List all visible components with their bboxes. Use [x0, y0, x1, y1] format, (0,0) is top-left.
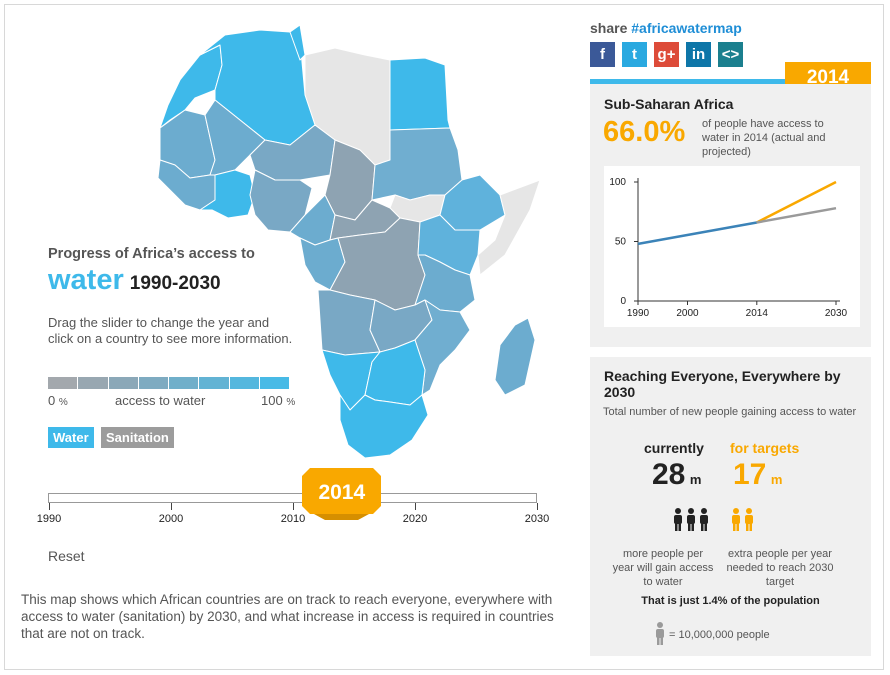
water-toggle-button[interactable]: Water [48, 427, 94, 448]
slider-tick [415, 503, 416, 510]
current-label: currently [644, 440, 704, 456]
series-line [756, 180, 837, 224]
slider-tick [171, 503, 172, 510]
country-niger[interactable] [249, 124, 336, 181]
reset-button[interactable]: Reset [48, 548, 85, 564]
country-cote-divoire-ghana[interactable] [199, 169, 256, 219]
target-value: 17 [733, 458, 767, 491]
legend-min: 0 % [48, 393, 68, 408]
slider-tick-label: 2010 [280, 513, 306, 525]
legend-swatch [138, 377, 168, 389]
country-madagascar[interactable] [494, 317, 536, 396]
x-tick-label: 2030 [825, 308, 848, 319]
slider-tick-label: 1990 [36, 513, 62, 525]
region-percent: 66.0% [603, 116, 686, 148]
current-description: more people per year will gain access to… [612, 548, 714, 588]
target-description: extra people per year needed to reach 20… [726, 548, 834, 588]
reach-panel [590, 357, 871, 656]
legend-swatch [259, 377, 289, 389]
africa-map[interactable] [140, 8, 580, 468]
current-unit: m [689, 472, 702, 487]
population-note: That is just 1.4% of the population [641, 595, 820, 607]
legend-swatch [78, 377, 108, 389]
panel-top-rule [590, 79, 790, 84]
legend-swatch [229, 377, 259, 389]
reach-title: Reaching Everyone, Everywhere by 2030 [604, 368, 841, 400]
current-value-wrap: 28 m [652, 458, 701, 492]
headline-years: 1990-2030 [129, 273, 221, 294]
x-tick-label: 1990 [627, 308, 650, 319]
share-label: share #africawatermap [590, 20, 742, 36]
person-key-icon [656, 622, 664, 645]
target-people-icon [732, 508, 753, 531]
google-plus-icon[interactable]: g+ [654, 42, 679, 67]
slider-tick [537, 503, 538, 510]
legend-mid: access to water [115, 393, 206, 408]
embed-icon[interactable]: <> [718, 42, 743, 67]
slider-tick-label: 2020 [402, 513, 428, 525]
year-slider-handle[interactable] [302, 468, 382, 520]
country-tunisia[interactable] [289, 24, 306, 61]
series-line [637, 221, 758, 246]
selected-year-label: 2014 [318, 481, 366, 504]
region-description: of people have access to water in 2014 (… [702, 118, 826, 158]
legend-swatch [169, 377, 199, 389]
person-key-text: = 10,000,000 people [669, 629, 770, 641]
country-angola[interactable] [317, 289, 381, 356]
legend-swatch [108, 377, 138, 389]
footer-description: This map shows which African countries a… [21, 592, 554, 641]
year-handle-label-wrap: 2014 [302, 468, 381, 508]
legend-max: 100 % [261, 393, 296, 408]
headline-word: water [48, 264, 124, 296]
linkedin-icon[interactable]: in [686, 42, 711, 67]
current-people-icon [674, 508, 708, 531]
x-tick-label: 2000 [676, 308, 699, 319]
access-line-chart: 0 50 100 1990 2000 2014 2030 [609, 177, 848, 319]
y-tick-label: 100 [609, 177, 626, 188]
legend-swatch [199, 377, 229, 389]
headline: water 1990-2030 [48, 264, 221, 297]
x-tick-label: 2014 [746, 308, 769, 319]
legend-swatch [48, 377, 78, 389]
sanitation-toggle-button[interactable]: Sanitation [101, 427, 174, 448]
facebook-icon[interactable]: f [590, 42, 615, 67]
legend-color-scale [48, 377, 289, 389]
country-somalia[interactable] [477, 179, 541, 276]
series-line [756, 206, 837, 224]
country-tanzania[interactable] [414, 254, 476, 313]
country-south-africa[interactable] [339, 394, 429, 459]
region-title: Sub-Saharan Africa [604, 96, 734, 112]
country-mozambique[interactable] [414, 299, 471, 396]
reach-subtitle: Total number of new people gaining acces… [603, 406, 857, 418]
country-egypt[interactable] [389, 57, 451, 131]
y-tick-label: 0 [620, 296, 626, 307]
slider-tick [49, 503, 50, 510]
year-slider-track[interactable] [48, 493, 537, 503]
instructions-text: Drag the slider to change the year and c… [48, 315, 293, 346]
y-tick-label: 50 [615, 237, 627, 248]
slider-tick [293, 503, 294, 510]
target-unit: m [770, 472, 783, 487]
slider-tick-label: 2030 [524, 513, 550, 525]
target-label: for targets [730, 440, 800, 456]
current-value: 28 [652, 458, 686, 491]
target-value-wrap: 17 m [733, 458, 782, 492]
intro-title: Progress of Africa’s access to [48, 246, 255, 262]
slider-tick-label: 2000 [158, 513, 184, 525]
twitter-icon[interactable]: t [622, 42, 647, 67]
